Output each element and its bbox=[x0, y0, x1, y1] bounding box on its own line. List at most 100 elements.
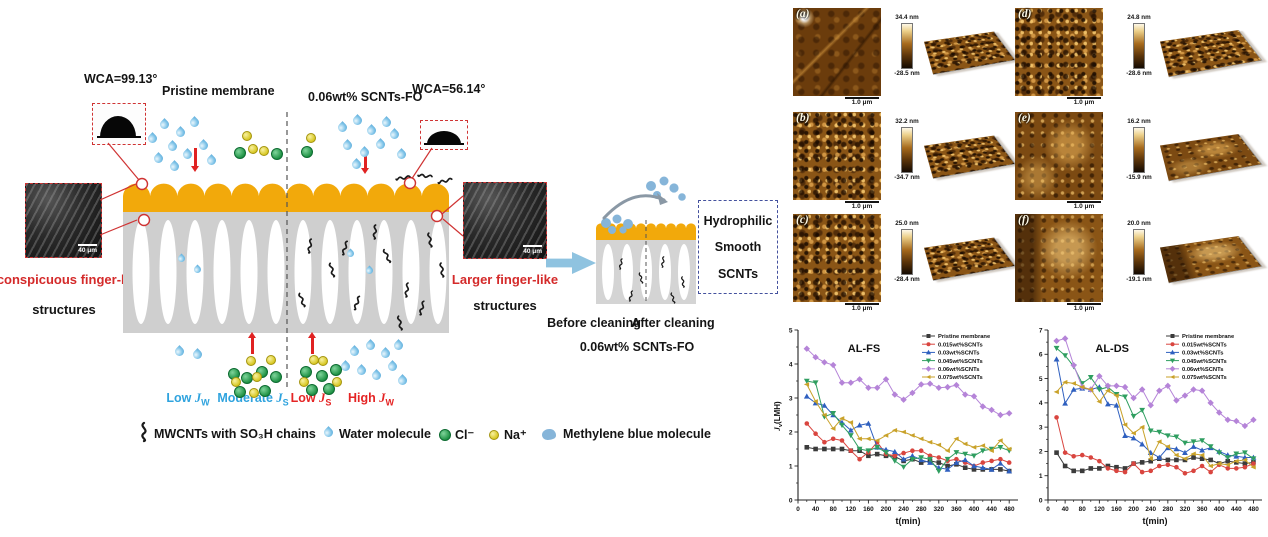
data-marker bbox=[1169, 375, 1175, 379]
membrane-cross-section bbox=[123, 183, 449, 333]
data-marker bbox=[891, 448, 898, 455]
data-marker bbox=[900, 456, 907, 462]
data-marker bbox=[998, 467, 1003, 472]
afm-colorbar-d: 24.8 nm -28.6 nm bbox=[1116, 14, 1162, 78]
methylene-blue-icon bbox=[542, 429, 556, 440]
x-tick-label: 80 bbox=[830, 506, 838, 513]
data-marker bbox=[804, 421, 810, 426]
data-marker bbox=[1053, 356, 1060, 362]
legend-water-label: Water molecule bbox=[339, 427, 431, 441]
data-marker bbox=[821, 412, 827, 418]
afm-scalebar-c: 1.0 μm bbox=[845, 303, 879, 313]
data-marker bbox=[1122, 422, 1128, 428]
y-tick-label: 2 bbox=[1039, 449, 1043, 456]
data-marker bbox=[812, 380, 819, 386]
data-marker bbox=[979, 448, 986, 454]
colorbar-gradient bbox=[1133, 127, 1145, 173]
data-marker bbox=[1169, 349, 1176, 355]
data-marker bbox=[971, 453, 977, 459]
data-marker bbox=[988, 446, 995, 452]
data-marker bbox=[1207, 444, 1214, 450]
afm-colorbar-f: 20.0 nm -19.1 nm bbox=[1116, 220, 1162, 284]
data-marker bbox=[847, 379, 854, 386]
x-tick-label: 280 bbox=[916, 506, 927, 513]
sodium-ion-icon bbox=[252, 372, 262, 382]
y-tick-label: 2 bbox=[789, 429, 793, 436]
data-marker bbox=[1173, 397, 1180, 404]
finger-void bbox=[321, 220, 339, 324]
series-0.075wt%SCNTs bbox=[806, 384, 1010, 452]
data-marker bbox=[925, 349, 932, 355]
data-marker bbox=[1062, 400, 1069, 406]
mwcnt-icon bbox=[328, 262, 336, 278]
data-marker bbox=[1096, 387, 1103, 393]
afm-2d-image-b: (b) bbox=[793, 112, 881, 200]
data-marker bbox=[1071, 468, 1076, 474]
x-tick-label: 400 bbox=[969, 506, 980, 513]
mwcnt-icon bbox=[439, 262, 445, 278]
finger-void bbox=[267, 220, 285, 324]
data-marker bbox=[1130, 430, 1136, 436]
data-marker bbox=[944, 456, 951, 463]
data-marker bbox=[1225, 458, 1231, 464]
data-marker bbox=[1182, 449, 1188, 455]
data-marker bbox=[925, 358, 932, 364]
data-marker bbox=[891, 391, 898, 398]
afm-colorbar-e: 16.2 nm -15.9 nm bbox=[1116, 118, 1162, 182]
afm-2d-image-f: (f) bbox=[1015, 214, 1103, 302]
data-marker bbox=[1006, 446, 1012, 452]
chloride-ion-icon bbox=[259, 385, 271, 397]
legend-label: 0.045wt%SCNTs bbox=[938, 359, 983, 365]
data-marker bbox=[830, 361, 837, 369]
y-tick-label: 6 bbox=[1039, 352, 1043, 359]
data-marker bbox=[1173, 452, 1179, 458]
finger-void bbox=[348, 220, 366, 324]
finger-void bbox=[132, 220, 150, 324]
data-marker bbox=[927, 456, 933, 463]
data-marker bbox=[925, 375, 931, 379]
colorbar-gradient bbox=[901, 23, 913, 69]
data-marker bbox=[1122, 469, 1128, 475]
finger-void bbox=[213, 220, 231, 324]
legend-label: 0.06wt%SCNTs bbox=[1182, 367, 1223, 373]
data-marker bbox=[1233, 417, 1240, 425]
colorbar-min: -34.7 nm bbox=[894, 174, 920, 181]
hydro-box-line: Hydrophilic bbox=[703, 213, 773, 228]
data-marker bbox=[944, 448, 950, 453]
afm-2d-image-d: (d) bbox=[1015, 8, 1103, 96]
data-marker bbox=[1250, 416, 1257, 424]
mwcnt-icon bbox=[661, 256, 665, 268]
mwcnt-icon bbox=[427, 232, 433, 248]
colorbar-min: -28.6 nm bbox=[1126, 70, 1152, 77]
data-marker bbox=[1006, 410, 1013, 417]
mwcnt-icon bbox=[628, 290, 634, 302]
data-marker bbox=[1242, 464, 1248, 470]
data-marker bbox=[926, 334, 931, 338]
data-marker bbox=[1225, 466, 1231, 471]
data-marker bbox=[909, 452, 916, 459]
data-marker bbox=[1114, 468, 1119, 474]
sem-inset-right: 40 μm bbox=[463, 182, 547, 259]
y-tick-label: 3 bbox=[1039, 424, 1043, 431]
colorbar-gradient bbox=[901, 229, 913, 275]
data-marker bbox=[857, 456, 862, 462]
data-marker bbox=[944, 466, 951, 472]
data-marker bbox=[1165, 457, 1171, 463]
data-marker bbox=[1088, 466, 1094, 471]
x-tick-label: 40 bbox=[812, 506, 820, 513]
data-marker bbox=[1156, 387, 1163, 394]
data-marker bbox=[830, 411, 837, 417]
y-axis-label: Jv(LMH) bbox=[773, 401, 784, 432]
chart-title: AL-FS bbox=[848, 343, 880, 355]
finger-void bbox=[429, 220, 447, 324]
x-tick-label: 0 bbox=[1046, 506, 1050, 513]
contact-angle-droplet-icon bbox=[427, 131, 461, 144]
colorbar-max: 24.8 nm bbox=[1127, 14, 1151, 21]
afm-colorbar-a: 34.4 nm -28.5 nm bbox=[884, 14, 930, 78]
colorbar-min: -19.1 nm bbox=[1126, 276, 1152, 283]
right-structure-label-2: structures bbox=[473, 298, 537, 313]
data-marker bbox=[1148, 468, 1154, 474]
before-cleaning-label: Before cleaning bbox=[547, 316, 641, 330]
legend-chloride-label: Cl⁻ bbox=[455, 428, 475, 442]
legend-label: 0.03wt%SCNTs bbox=[1182, 351, 1223, 357]
